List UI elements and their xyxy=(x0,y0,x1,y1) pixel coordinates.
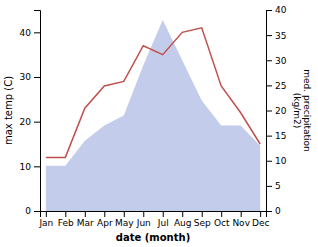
tick-label: Feb xyxy=(58,218,74,228)
tick-mark xyxy=(124,211,125,217)
tick-mark xyxy=(85,211,86,217)
chart: Jan FebMarAprMayJun Jul AugSepOctNovDec 0 10 2… xyxy=(0,0,318,247)
tick-mark xyxy=(266,60,272,61)
tick: Apr xyxy=(97,211,113,228)
tick: 30 xyxy=(20,72,40,82)
tick-label: 10 xyxy=(275,156,287,166)
tick: 5 xyxy=(266,181,281,191)
tick: May xyxy=(115,211,134,228)
tick-mark xyxy=(266,211,272,212)
tick: 10 xyxy=(20,162,40,172)
tick-label: 25 xyxy=(275,81,286,91)
tick-label: 40 xyxy=(20,28,32,38)
tick-label: Jul xyxy=(157,218,169,228)
tick-label: 5 xyxy=(275,181,281,191)
tick-label: Mar xyxy=(77,218,94,228)
tick-mark xyxy=(266,35,272,36)
tick: Sep xyxy=(194,211,211,228)
tick-mark xyxy=(221,211,222,217)
tick-mark xyxy=(34,122,40,123)
tick-mark xyxy=(34,166,40,167)
axis-line xyxy=(41,212,267,218)
tick: Feb xyxy=(58,211,74,228)
tick-label: 0 xyxy=(25,206,31,216)
line xyxy=(46,28,260,158)
tick: 10 xyxy=(266,156,287,166)
tick: 20 xyxy=(266,106,287,116)
tick: 15 xyxy=(266,131,286,141)
tick-label: Apr xyxy=(97,218,113,228)
y2-axis: 0 5 10 15 20 25 30 35 40 xyxy=(266,5,287,216)
tick-label: Jun xyxy=(136,218,151,228)
tick-mark xyxy=(266,186,272,187)
tick: 35 xyxy=(266,31,286,41)
tick-label: 40 xyxy=(275,5,287,15)
tick-label: Sep xyxy=(194,218,211,228)
tick: Nov xyxy=(232,211,250,228)
axis-line xyxy=(267,11,273,212)
tick-label: Dec xyxy=(252,218,269,228)
y-axis: 0 10 20 30 40 xyxy=(20,11,41,217)
tick-mark xyxy=(202,211,203,217)
tick: 0 xyxy=(25,206,40,216)
tick-mark xyxy=(241,211,242,217)
tick-mark xyxy=(143,211,144,217)
tick-label: Nov xyxy=(232,218,250,228)
tick-label: May xyxy=(115,218,134,228)
tick: 20 xyxy=(20,117,40,127)
tick: 0 xyxy=(266,206,281,216)
tick: 40 xyxy=(20,28,40,38)
tick-label: 10 xyxy=(20,162,32,172)
x-label: date (month) xyxy=(116,232,190,243)
tick-mark xyxy=(104,211,105,217)
plot: Jan FebMarAprMayJun Jul AugSepOctNovDec 0 10 2… xyxy=(3,5,312,243)
tick: 40 xyxy=(266,5,287,15)
tick-mark xyxy=(34,32,40,33)
tick: Oct xyxy=(214,211,230,228)
tick-mark xyxy=(34,211,40,212)
tick: 30 xyxy=(266,56,287,66)
tick-mark xyxy=(46,211,47,217)
marks xyxy=(46,20,260,211)
tick-mark xyxy=(65,211,66,217)
tick: Dec xyxy=(252,211,269,228)
tick-label: Oct xyxy=(214,218,230,228)
tick: Aug xyxy=(174,211,192,228)
tick-label: 20 xyxy=(275,106,287,116)
x-axis: Jan FebMarAprMayJun Jul AugSepOctNovDec xyxy=(38,211,269,228)
tick-mark xyxy=(182,211,183,217)
tick-label: Jan xyxy=(38,218,53,228)
area xyxy=(46,20,260,211)
tick-label: 15 xyxy=(275,131,286,141)
tick-label: 0 xyxy=(275,206,281,216)
tick-mark xyxy=(266,111,272,112)
tick-mark xyxy=(260,211,261,217)
tick-mark xyxy=(163,211,164,217)
tick-mark xyxy=(266,161,272,162)
tick: 25 xyxy=(266,81,286,91)
tick-label: Aug xyxy=(174,218,192,228)
y2-label: med. precipitation(kg/m2) xyxy=(292,69,312,151)
tick: Jul xyxy=(157,211,169,228)
tick: Jan xyxy=(38,211,53,228)
tick-mark xyxy=(34,77,40,78)
tick-mark xyxy=(266,10,272,11)
tick-label: 35 xyxy=(275,31,286,41)
tick-mark xyxy=(266,136,272,137)
tick-label: 20 xyxy=(20,117,32,127)
tick-mark xyxy=(266,85,272,86)
tick: Jun xyxy=(136,211,151,228)
axis-line xyxy=(34,11,41,212)
y-label: max temp (C) xyxy=(3,76,14,145)
tick: Mar xyxy=(77,211,94,228)
tick-label: 30 xyxy=(275,56,287,66)
tick-label: 30 xyxy=(20,72,32,82)
